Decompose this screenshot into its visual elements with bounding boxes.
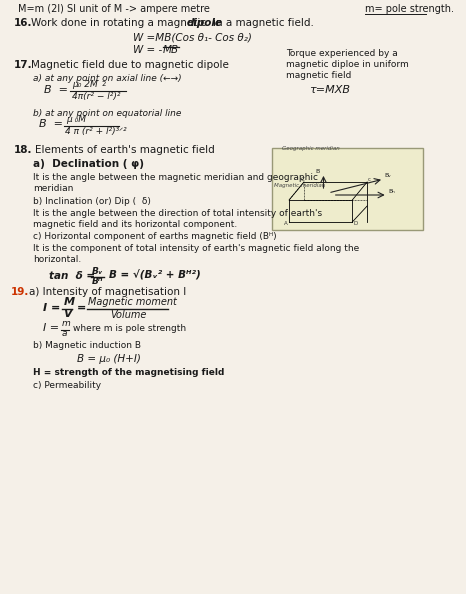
- Text: where m is pole strength: where m is pole strength: [73, 324, 186, 333]
- Text: Torque experienced by a: Torque experienced by a: [286, 49, 398, 58]
- Text: Volume: Volume: [110, 310, 146, 320]
- Text: a)  Declination ( φ): a) Declination ( φ): [33, 159, 144, 169]
- Text: V: V: [63, 309, 72, 319]
- Text: B  =: B =: [44, 85, 68, 95]
- Text: 16.: 16.: [14, 18, 33, 28]
- Text: c) Horizontal component of earths magnetic field (Bᴴ): c) Horizontal component of earths magnet…: [33, 232, 276, 241]
- Text: I =: I =: [42, 323, 59, 333]
- Text: μ ₀M: μ ₀M: [66, 115, 86, 124]
- Text: 19.: 19.: [11, 287, 30, 297]
- Text: B = √(Bᵥ² + Bᴴ²): B = √(Bᵥ² + Bᴴ²): [109, 271, 200, 281]
- Text: b) at any point on equatorial line: b) at any point on equatorial line: [33, 109, 181, 118]
- Text: Magnetic field due to magnetic dipole: Magnetic field due to magnetic dipole: [31, 60, 229, 70]
- Text: B = μ₀ (H+I): B = μ₀ (H+I): [77, 354, 141, 364]
- Text: dipole: dipole: [187, 18, 223, 28]
- Text: b) Inclination (or) Dip (  δ): b) Inclination (or) Dip ( δ): [33, 197, 151, 206]
- Text: Bᵥ: Bᵥ: [385, 173, 392, 178]
- Text: W = -: W = -: [133, 45, 162, 55]
- Text: magnetic field: magnetic field: [286, 71, 352, 80]
- Text: c) Permeability: c) Permeability: [33, 381, 101, 390]
- Text: c: c: [368, 177, 371, 182]
- Bar: [273, 148, 423, 230]
- Text: 2: 2: [102, 81, 106, 87]
- Text: W =MB(Cos θ₁- Cos θ₂): W =MB(Cos θ₁- Cos θ₂): [133, 32, 252, 42]
- Text: a) Intensity of magnetisation I: a) Intensity of magnetisation I: [29, 287, 186, 297]
- Text: B: B: [315, 169, 319, 174]
- Text: magnetic field and its horizontal component.: magnetic field and its horizontal compon…: [33, 220, 237, 229]
- Text: Elements of earth's magnetic field: Elements of earth's magnetic field: [34, 145, 214, 155]
- Text: magnetic diploe in uniform: magnetic diploe in uniform: [286, 60, 409, 69]
- Text: meridian: meridian: [33, 184, 73, 193]
- Text: horizontal.: horizontal.: [33, 255, 81, 264]
- Text: It is the angle between the magnetic meridian and geographic: It is the angle between the magnetic mer…: [33, 173, 318, 182]
- Text: M: M: [163, 45, 172, 55]
- Text: D: D: [353, 221, 357, 226]
- Text: =: =: [77, 303, 87, 313]
- Text: 4π(r² − l²)²: 4π(r² − l²)²: [72, 92, 120, 101]
- Text: M: M: [63, 297, 75, 307]
- Text: m: m: [62, 319, 70, 328]
- Text: Bₕ: Bₕ: [389, 189, 395, 194]
- Text: μ₀ 2M: μ₀ 2M: [72, 80, 97, 89]
- Text: in a magnetic field.: in a magnetic field.: [213, 18, 314, 28]
- Text: b) Magnetic induction B: b) Magnetic induction B: [33, 341, 141, 350]
- Text: Magnetic meridian: Magnetic meridian: [274, 183, 325, 188]
- Text: 17.: 17.: [14, 60, 33, 70]
- Text: 18.: 18.: [14, 145, 33, 155]
- Text: A: A: [283, 221, 287, 226]
- Text: It is the angle between the direction of total intensity of earth's: It is the angle between the direction of…: [33, 209, 322, 218]
- Text: Work done in rotating a magnetic: Work done in rotating a magnetic: [31, 18, 206, 28]
- Text: tan  δ =: tan δ =: [49, 271, 96, 281]
- Text: a) at any point on axial line (←→): a) at any point on axial line (←→): [33, 74, 181, 83]
- Text: It is the component of total intensity of earth's magnetic field along the: It is the component of total intensity o…: [33, 244, 359, 253]
- Text: a: a: [62, 329, 67, 338]
- Text: B  =: B =: [39, 119, 63, 129]
- Text: τ=MXB: τ=MXB: [309, 85, 350, 95]
- Text: H = strength of the magnetising field: H = strength of the magnetising field: [33, 368, 224, 377]
- Text: Bᵥ: Bᵥ: [92, 267, 103, 276]
- Text: Geographic meridian: Geographic meridian: [281, 146, 339, 151]
- Text: B: B: [171, 45, 178, 55]
- Text: Magnetic moment: Magnetic moment: [89, 297, 177, 307]
- Text: 4 π (r² + l²)³ᐟ²: 4 π (r² + l²)³ᐟ²: [65, 127, 127, 136]
- Text: C: C: [300, 177, 304, 182]
- Text: m= pole strength.: m= pole strength.: [365, 4, 454, 14]
- Text: M=m (2l) SI unit of M -> ampere metre: M=m (2l) SI unit of M -> ampere metre: [19, 4, 210, 14]
- Text: I =: I =: [43, 303, 61, 313]
- Text: Bᴴ: Bᴴ: [92, 277, 104, 286]
